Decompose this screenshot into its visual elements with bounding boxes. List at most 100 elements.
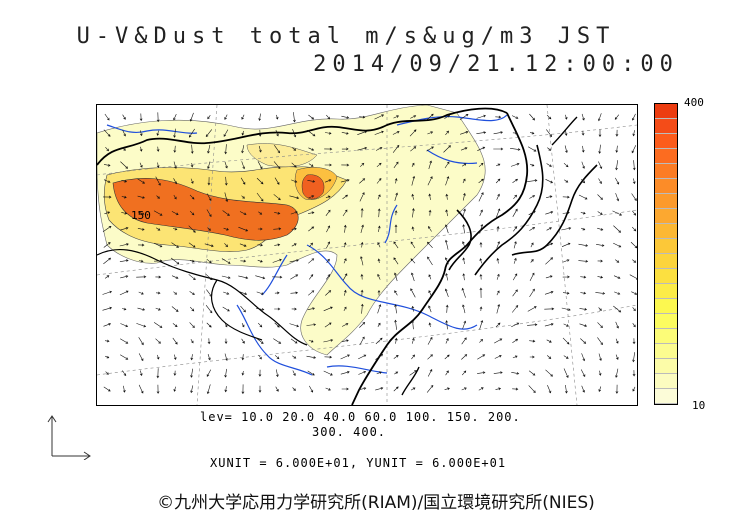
wind-arrow xyxy=(462,241,466,249)
wind-arrow xyxy=(529,163,535,167)
wind-arrow xyxy=(273,227,282,231)
wind-arrow xyxy=(155,291,161,295)
wind-arrow xyxy=(240,305,246,313)
wind-arrow xyxy=(156,146,160,152)
wind-arrow xyxy=(272,258,282,263)
wind-arrow xyxy=(377,290,381,296)
wind-arrow xyxy=(479,258,483,264)
wind-arrow xyxy=(496,208,501,218)
wind-arrow xyxy=(224,386,228,393)
wind-arrow xyxy=(137,211,145,215)
wind-arrow xyxy=(120,338,129,344)
wind-arrow xyxy=(629,274,637,280)
wind-arrow xyxy=(529,339,536,343)
wind-arrow xyxy=(256,291,264,295)
wind-arrow xyxy=(221,258,231,264)
wind-arrow xyxy=(258,354,262,360)
wind-arrow xyxy=(478,192,484,202)
wind-arrow xyxy=(256,177,264,185)
wind-arrow xyxy=(527,179,538,182)
wind-arrow xyxy=(326,241,330,249)
colorbar-segment xyxy=(655,119,677,134)
wind-arrow xyxy=(325,290,332,296)
wind-arrow xyxy=(155,338,161,344)
wind-arrow xyxy=(598,113,602,122)
wind-arrow xyxy=(445,176,450,186)
wind-arrow xyxy=(122,147,126,151)
wind-arrow xyxy=(613,275,621,279)
wind-arrow xyxy=(173,113,177,121)
wind-arrow xyxy=(377,258,381,264)
wind-arrow xyxy=(375,354,384,360)
wind-arrow xyxy=(171,242,179,248)
wind-arrow xyxy=(428,193,432,200)
wind-arrow xyxy=(274,322,280,328)
wind-arrow xyxy=(173,227,178,231)
wind-arrow xyxy=(563,162,569,168)
wind-arrow xyxy=(496,225,500,232)
wind-arrow xyxy=(394,337,398,344)
wind-arrow xyxy=(546,227,552,231)
wind-arrow xyxy=(444,387,450,391)
wind-arrow xyxy=(495,322,501,328)
wind-arrow xyxy=(445,273,449,281)
wind-arrow xyxy=(291,227,297,231)
wind-arrow xyxy=(241,195,245,199)
wind-arrow xyxy=(207,338,211,345)
wind-arrow xyxy=(411,226,415,232)
wind-arrow xyxy=(240,177,246,185)
wind-arrow xyxy=(173,370,177,376)
wind-arrow xyxy=(172,337,178,345)
wind-arrow xyxy=(257,161,263,170)
wind-arrow xyxy=(173,161,177,169)
wind-arrow xyxy=(189,210,195,216)
wind-arrow xyxy=(394,224,398,233)
wind-arrow xyxy=(428,274,432,280)
wind-arrow xyxy=(632,160,636,171)
wind-arrow xyxy=(375,147,383,151)
wind-arrow xyxy=(512,208,518,217)
wind-arrow xyxy=(445,209,449,217)
wind-arrow xyxy=(410,258,416,264)
wind-arrow xyxy=(511,115,519,119)
wind-arrow xyxy=(528,370,536,376)
wind-arrow xyxy=(206,258,212,264)
colorbar-segment xyxy=(655,344,677,359)
wind-arrow xyxy=(546,195,553,199)
wind-arrow xyxy=(546,114,552,120)
wind-arrow xyxy=(272,275,283,279)
map-title: U-V&Dust total m/s&ug/m3 JST xyxy=(76,24,616,49)
wind-arrow xyxy=(375,387,384,391)
wind-arrow xyxy=(323,339,334,343)
wind-arrow xyxy=(136,275,147,279)
wind-arrow xyxy=(241,354,245,361)
wind-arrow xyxy=(224,338,228,344)
wind-arrow xyxy=(597,322,603,329)
wind-arrow xyxy=(392,131,400,135)
wind-arrow xyxy=(156,384,160,394)
wind-arrow xyxy=(511,305,519,313)
wind-arrow xyxy=(207,161,211,169)
wind-arrow xyxy=(428,290,432,296)
colorbar-segment xyxy=(655,179,677,194)
wind-arrow xyxy=(188,274,196,281)
wind-arrow xyxy=(479,223,484,234)
wind-arrow xyxy=(495,115,502,119)
wind-arrow xyxy=(479,287,483,298)
wind-arrow xyxy=(561,242,571,247)
wind-arrow xyxy=(207,177,211,186)
wind-arrow xyxy=(393,161,399,169)
wind-arrow xyxy=(580,291,587,295)
wind-arrow xyxy=(206,369,212,377)
wind-arrow xyxy=(239,291,248,295)
wind-arrow xyxy=(427,176,433,186)
wind-arrow xyxy=(411,320,415,330)
wind-arrow xyxy=(562,211,570,215)
wind-arrow xyxy=(190,178,194,184)
wind-arrow xyxy=(426,113,434,121)
wind-arrow xyxy=(324,131,332,135)
wind-arrow xyxy=(155,275,162,279)
wind-arrow xyxy=(206,193,212,202)
wind-arrow xyxy=(409,370,417,376)
wind-arrow xyxy=(343,242,347,248)
